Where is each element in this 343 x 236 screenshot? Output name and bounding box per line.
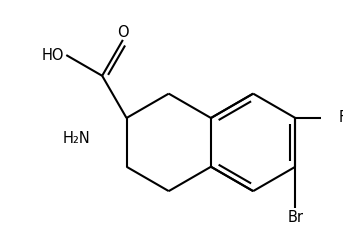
Text: O: O <box>117 25 129 40</box>
Text: HO: HO <box>42 48 64 63</box>
Text: F: F <box>339 110 343 126</box>
Text: H₂N: H₂N <box>63 131 91 146</box>
Text: Br: Br <box>287 210 303 225</box>
